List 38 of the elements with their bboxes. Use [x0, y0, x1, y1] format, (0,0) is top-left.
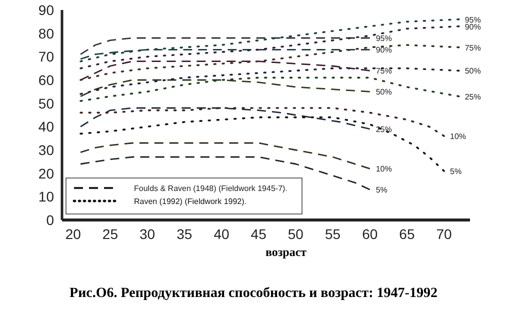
- y-tick-label: 40: [38, 118, 54, 135]
- x-tick-label: 25: [102, 226, 118, 242]
- annotation: 10%: [450, 132, 466, 141]
- legend: Foulds & Raven (1948) (Fieldwork 1945-7). Raven (1992) (Fieldwork 1992).: [66, 178, 302, 214]
- x-tick-label: 45: [250, 226, 267, 242]
- annotation: 75%: [464, 43, 481, 52]
- x-axis-title: возраст: [265, 245, 307, 259]
- annotation: 25%: [376, 125, 392, 134]
- x-tick-label: 60: [362, 226, 378, 242]
- annotation: 50%: [376, 88, 392, 97]
- x-tick-label: 70: [436, 226, 452, 242]
- annotation: 10%: [376, 164, 392, 174]
- annotation: 95%: [464, 15, 481, 24]
- y-tick-label: 30: [38, 142, 54, 158]
- annotation: 90%: [464, 22, 481, 32]
- annotation: 50%: [464, 66, 481, 76]
- x-tick-label: 40: [214, 226, 230, 242]
- y-tick-label: 10: [38, 188, 54, 205]
- x-tick-label: 65: [399, 226, 415, 242]
- x-tick-label: 50: [288, 226, 304, 242]
- annotation: 95%: [376, 34, 392, 43]
- y-tick-label: 90: [38, 2, 54, 18]
- y-tick-label: 80: [38, 25, 54, 42]
- x-tick-label: 20: [65, 226, 82, 242]
- y-tick-label: 0: [46, 212, 54, 228]
- annotation: 5%: [450, 167, 462, 176]
- annotation: 75%: [376, 66, 392, 76]
- x-tick-label: 35: [176, 226, 192, 242]
- y-tick-label: 60: [38, 72, 54, 88]
- x-tick-label: 55: [324, 226, 341, 242]
- annotation: 90%: [376, 46, 392, 55]
- annotation: 5%: [376, 186, 388, 195]
- annotation: 25%: [464, 92, 481, 102]
- x-tick-label: 30: [140, 226, 156, 242]
- text: Рис.О6. Репродуктивная способность и возраст: 1947-1992: [70, 286, 438, 301]
- y-tick-label: 50: [38, 95, 54, 112]
- y-tick-label: 20: [38, 165, 54, 182]
- y-tick-label: 70: [38, 48, 54, 65]
